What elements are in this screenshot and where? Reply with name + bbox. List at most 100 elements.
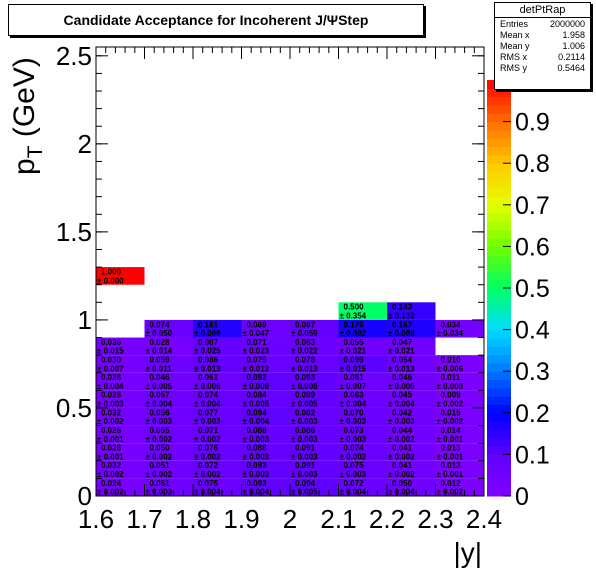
x-tick-label: 1.9: [223, 504, 259, 534]
cell-value-label: 0.075: [198, 479, 219, 488]
cell-error-label: ± 0.002: [194, 452, 221, 461]
heatmap-cell: [435, 478, 484, 496]
heatmap-cell: [387, 407, 436, 426]
cell-error-label: ± 0.004: [97, 382, 124, 391]
cell-error-label: ± 0.006: [437, 364, 464, 373]
palette-band: [487, 88, 511, 98]
cell-error-label: ± 0.003: [146, 417, 173, 426]
cell-value-label: 0.167: [392, 320, 413, 329]
cell-error-label: ± 0.002: [194, 470, 221, 479]
palette-band: [487, 196, 511, 206]
cell-value-label: 0.088: [247, 426, 268, 435]
cell-value-label: 1.000: [101, 267, 122, 276]
palette-band: [487, 329, 511, 339]
heatmap-cell: [241, 390, 290, 408]
cell-error-label: ± 0.001: [97, 452, 124, 461]
cell-value-label: 0.091: [295, 461, 316, 470]
x-tick-label: 1.7: [126, 504, 162, 534]
cell-error-label: ± 0.132: [388, 312, 415, 321]
cell-value-label: 0.073: [344, 426, 365, 435]
palette-band: [487, 429, 511, 439]
heatmap-cell: [387, 443, 436, 461]
heatmap-cell: [193, 478, 242, 496]
heatmap-cell: [193, 425, 242, 444]
palette-band: [487, 271, 511, 281]
cell-value-label: 0.082: [295, 408, 316, 417]
cell-value-label: 0.051: [150, 461, 171, 470]
cell-error-label: ± 0.005: [291, 488, 318, 497]
cell-value-label: 0.028: [101, 444, 122, 453]
heatmap-cell: [290, 478, 339, 496]
cell-error-label: ± 0.004: [388, 488, 415, 497]
cell-error-label: ± 0.008: [243, 382, 270, 391]
cell-value-label: 0.055: [150, 426, 171, 435]
z-tick-label: 0.9: [515, 109, 550, 137]
cell-value-label: 0.057: [150, 391, 171, 400]
heatmap-cell: [387, 302, 436, 320]
heatmap-cell: [241, 319, 290, 338]
heatmap-cell: [338, 355, 387, 373]
cell-value-label: 0.046: [392, 373, 413, 382]
stats-row-mean-y: Mean y 1.006: [495, 40, 590, 51]
cell-error-label: ± 0.002: [146, 470, 173, 479]
heatmap-cell: [290, 355, 339, 373]
heatmap-cell: [387, 372, 436, 391]
cell-value-label: 0.045: [392, 391, 413, 400]
cell-value-label: 0.046: [150, 373, 171, 382]
palette-band: [487, 321, 511, 331]
palette-band: [487, 229, 511, 239]
cell-error-label: ± 0.004: [340, 400, 367, 409]
cell-value-label: 0.074: [198, 391, 219, 400]
cell-value-label: 0.176: [344, 320, 365, 329]
cell-value-label: 0.072: [198, 461, 219, 470]
heatmap-cell: [96, 478, 145, 496]
cell-error-label: ± 0.013: [388, 364, 415, 373]
x-tick-label: 2: [283, 504, 297, 534]
cell-error-label: ± 0.002: [340, 452, 367, 461]
stats-value: 1.006: [562, 41, 585, 51]
cell-error-label: ± 0.022: [291, 347, 318, 356]
palette-band: [487, 96, 511, 106]
y-tick-label: 0: [78, 481, 92, 511]
stats-label: RMS x: [500, 52, 527, 62]
cell-value-label: 0.028: [101, 391, 122, 400]
stats-box: detPtRap Entries 2000000 Mean x 1.958 Me…: [494, 2, 591, 90]
cell-value-label: 0.061: [198, 373, 219, 382]
cell-error-label: ± 0.011: [146, 364, 173, 373]
heatmap-cell: [387, 478, 436, 496]
cell-value-label: 0.069: [247, 320, 268, 329]
heatmap-cell: [290, 372, 339, 391]
heatmap-cell: [96, 425, 145, 444]
heatmap-cell: [241, 443, 290, 461]
cell-error-label: ± 0.002: [146, 452, 173, 461]
cell-value-label: 0.094: [295, 479, 316, 488]
heatmap-cell: [435, 425, 484, 444]
z-tick-label: 0.1: [515, 441, 550, 469]
heatmap-cell: [387, 460, 436, 479]
heatmap-cell: [338, 390, 387, 408]
heatmap-cell: [387, 319, 436, 338]
palette-band: [487, 163, 511, 173]
heatmap-cell: [435, 355, 484, 373]
cell-value-label: 0.011: [441, 373, 461, 382]
heatmap-cell: [193, 460, 242, 479]
heatmap-cell: [338, 372, 387, 391]
palette-band: [487, 471, 511, 480]
heatmap-cell: [96, 407, 145, 426]
palette-band: [487, 337, 511, 347]
y-tick-label: 2.5: [56, 41, 92, 71]
y-label-base: p: [8, 158, 41, 175]
cell-value-label: 0.075: [247, 356, 268, 365]
cell-error-label: ± 0.003: [243, 452, 270, 461]
cell-error-label: ± 0.002: [437, 400, 464, 409]
cell-value-label: 0.056: [150, 408, 171, 417]
heatmap-cell: [144, 460, 193, 479]
cell-error-label: ± 0.003: [243, 435, 270, 444]
palette-band: [487, 146, 511, 156]
cell-value-label: 0.093: [247, 479, 268, 488]
z-tick-label: 0: [515, 483, 529, 511]
cell-value-label: 0.071: [247, 338, 268, 347]
cell-error-label: ± 0.002: [388, 452, 415, 461]
heatmap-cell: [338, 319, 387, 338]
